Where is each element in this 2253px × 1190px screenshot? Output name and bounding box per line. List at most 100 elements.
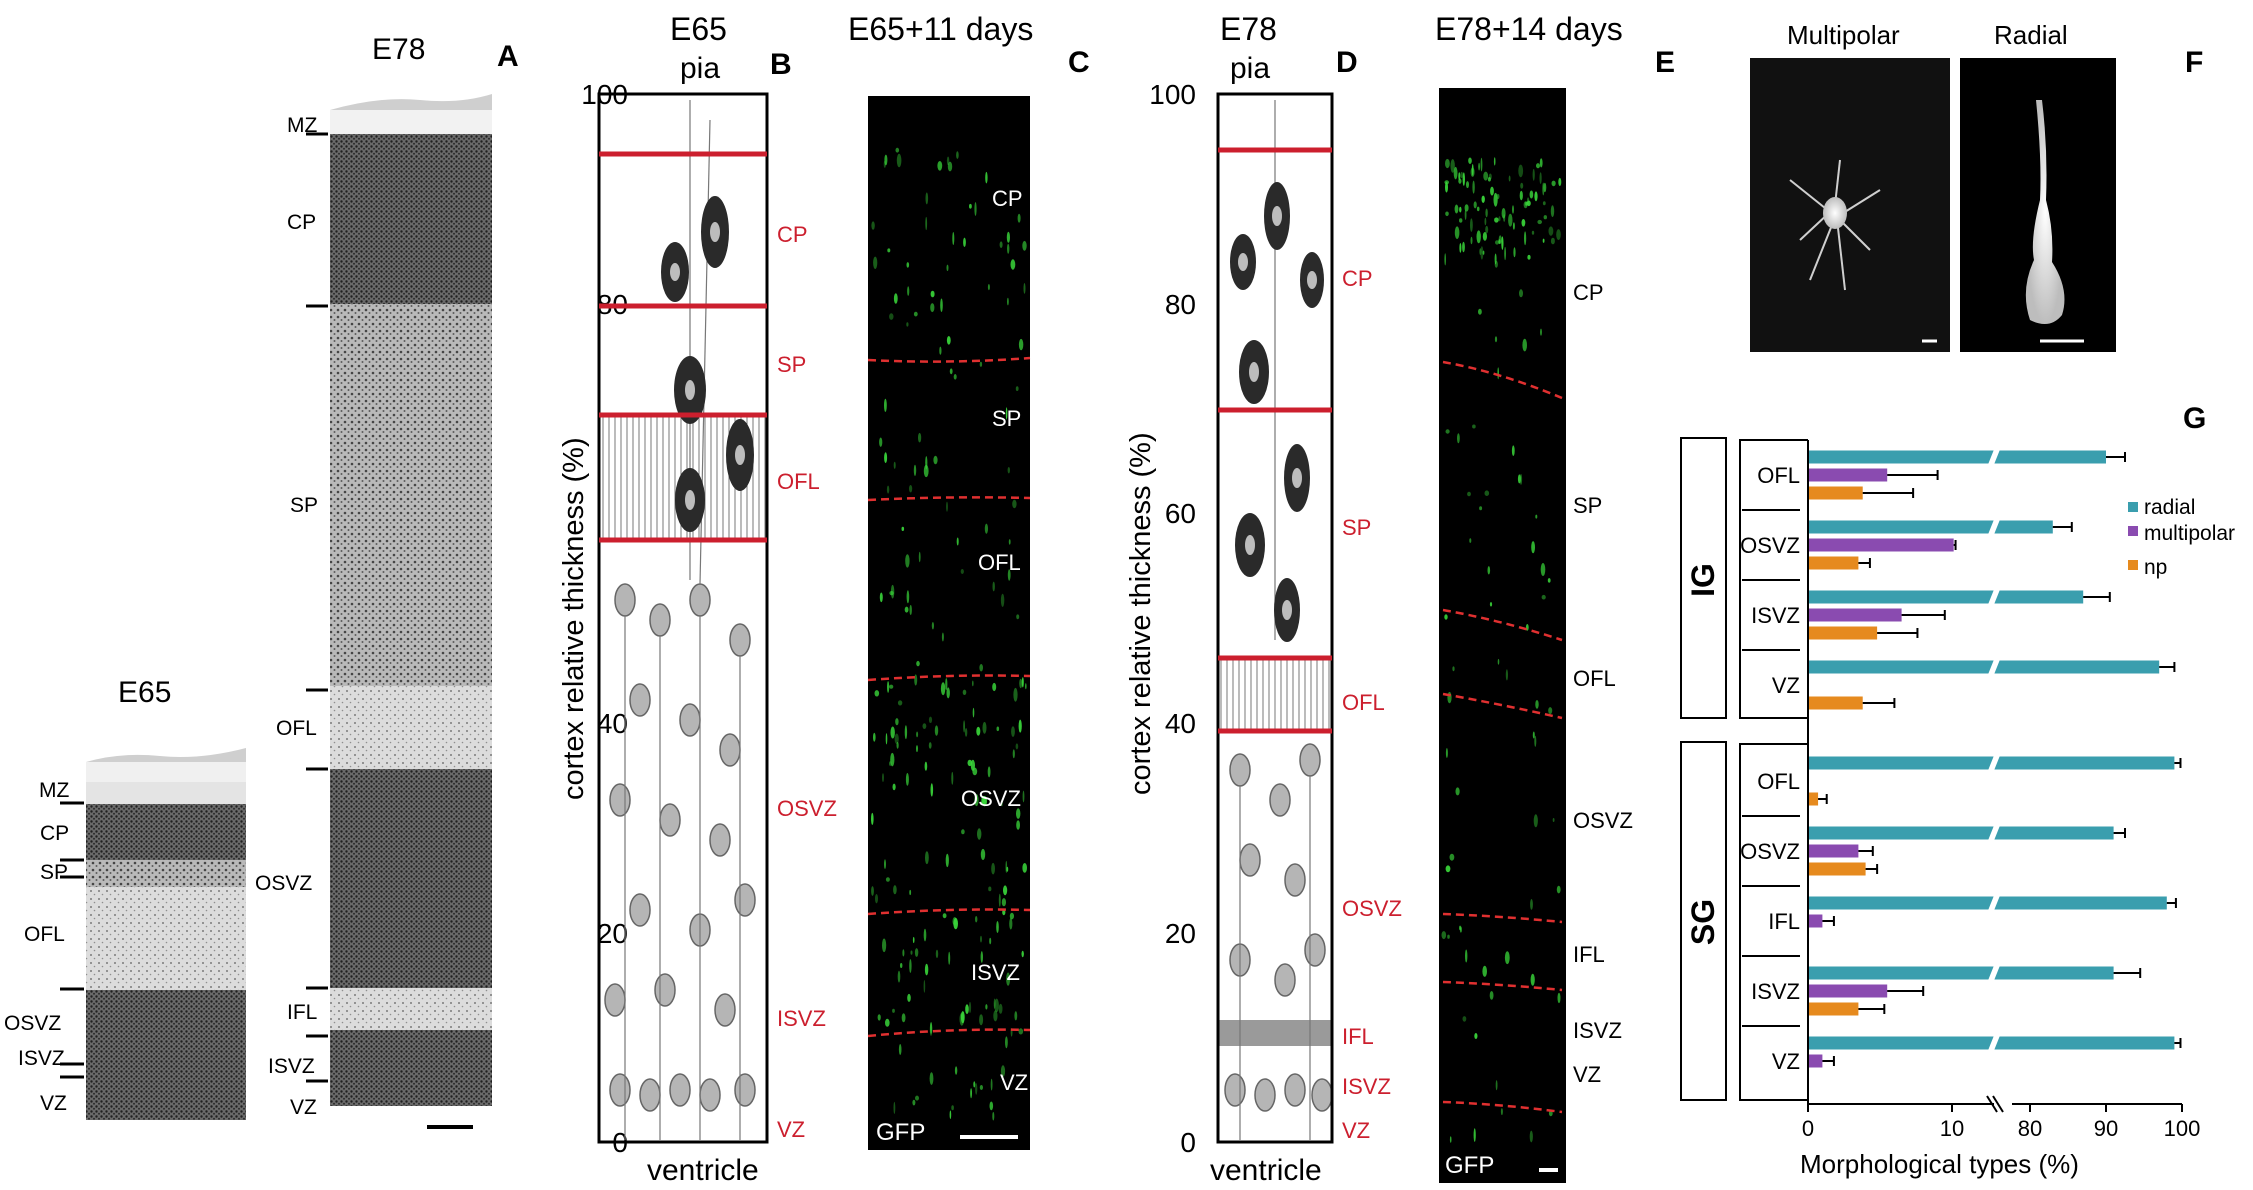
legend-label: multipolar	[2144, 522, 2235, 545]
gfp-cell	[964, 728, 968, 737]
gfp-cell	[1465, 949, 1468, 963]
gfp-cell	[1462, 241, 1465, 253]
bar-np	[1808, 862, 1866, 876]
e-layer-label: ISVZ	[1573, 1018, 1622, 1043]
gfp-cell	[923, 928, 927, 942]
gfp-cell	[992, 682, 997, 692]
gfp-cell	[969, 203, 972, 209]
gfp-cell	[923, 980, 926, 993]
gfp-cell	[1007, 243, 1010, 254]
bar-radial	[1808, 590, 2084, 604]
gfp-cell	[1489, 991, 1494, 1000]
panel-d-title: E78	[1220, 11, 1277, 47]
gfp-cell	[963, 237, 966, 247]
gfp-cell	[994, 998, 999, 1013]
gfp-cell	[973, 1081, 976, 1088]
gfp-cell	[984, 523, 989, 534]
gfp-cell	[980, 935, 982, 943]
panel-d-y-ticks: 0 20 40 60 80 100	[1149, 79, 1196, 1158]
c-layer-label: SP	[992, 406, 1021, 431]
gfp-cell	[1469, 538, 1472, 543]
gfp-cell	[882, 938, 887, 953]
x-tick-label: 80	[2018, 1116, 2042, 1141]
gfp-cell	[1016, 614, 1020, 620]
gfp-cell	[1557, 992, 1561, 1004]
gfp-cell	[954, 1066, 958, 1075]
gfp-cell	[1015, 386, 1019, 391]
x-tick-label: 90	[2094, 1116, 2118, 1141]
group-label-ig: IG	[1685, 563, 1721, 597]
e78-layer-label: IFL	[287, 1001, 317, 1024]
gfp-cell	[874, 690, 880, 697]
gfp-cell	[946, 501, 948, 512]
gfp-cell	[996, 726, 1000, 732]
panel-a: A E65 MZ CP SP OFL OSVZ ISVZ VZ	[4, 33, 519, 1129]
gfp-cell	[960, 569, 964, 574]
gfp-cell	[1459, 243, 1462, 253]
gfp-cell	[1480, 246, 1484, 260]
gfp-cell	[916, 660, 920, 667]
gfp-cell	[1512, 222, 1515, 230]
gfp-cell	[935, 949, 939, 959]
gfp-cell	[924, 761, 928, 771]
bar-multipolar	[1808, 844, 1859, 858]
gfp-cell	[879, 592, 883, 603]
panel-b: E65 pia B ventricle cortex relative thic…	[558, 11, 837, 1187]
gfp-cell	[963, 720, 965, 733]
gfp-cell	[1512, 205, 1514, 214]
gfp-cell	[1457, 433, 1460, 444]
bar-np	[1808, 556, 1859, 570]
gfp-cell	[913, 311, 918, 317]
gfp-cell	[1479, 506, 1483, 511]
gfp-cell	[930, 303, 935, 313]
gfp-cell	[1470, 236, 1473, 245]
d-layer-label: CP	[1342, 266, 1373, 291]
gfp-cell	[871, 221, 875, 230]
e78-layer-label: SP	[290, 494, 318, 517]
bar-axis-break	[1988, 1035, 2000, 1051]
gfp-cell	[1518, 164, 1524, 178]
g-row-label: OFL	[1757, 463, 1800, 488]
gfp-cell	[1473, 1128, 1476, 1142]
gfp-cell	[1011, 726, 1015, 737]
e-layer-label: VZ	[1573, 1062, 1601, 1087]
gfp-cell	[993, 998, 996, 1009]
bar-multipolar	[1808, 984, 1888, 998]
gfp-cell	[941, 632, 944, 642]
g-row-label: VZ	[1772, 1049, 1800, 1074]
gfp-cell	[1519, 190, 1523, 201]
gfp-cell	[1483, 171, 1489, 181]
gfp-cell	[942, 913, 947, 919]
gfp-cell	[1498, 235, 1502, 244]
panel-f-left-label: Multipolar	[1787, 20, 1900, 50]
gfp-cell	[1481, 195, 1485, 203]
gfp-cell	[913, 464, 917, 477]
e78-layer-label: ISVZ	[268, 1055, 315, 1078]
gfp-cell	[1548, 226, 1554, 236]
g-x-axis: 0 10 80 90 100 Morphological types (%)	[1800, 440, 2200, 1179]
gfp-cell	[1016, 808, 1021, 819]
gfp-cell	[1005, 860, 1008, 874]
gfp-cell	[896, 741, 899, 749]
gfp-cell	[916, 745, 918, 753]
gfp-cell	[1480, 157, 1483, 172]
g-row-label: ISVZ	[1751, 979, 1800, 1004]
gfp-cell	[998, 893, 1001, 907]
panel-e-layer-boundaries	[1442, 360, 1563, 1114]
gfp-cell	[1484, 217, 1487, 226]
bar-radial	[1808, 520, 2053, 534]
gfp-cell	[949, 1110, 952, 1119]
gfp-cell	[980, 951, 983, 963]
gfp-cell	[1459, 218, 1463, 223]
panel-e-layer-labels: CP SP OFL OSVZ IFL ISVZ VZ	[1573, 280, 1633, 1087]
bar-radial	[1808, 896, 2167, 910]
gfp-cell	[946, 336, 951, 345]
gfp-cell	[1447, 691, 1452, 704]
gfp-cell	[998, 1003, 1003, 1014]
gfp-cell	[1521, 219, 1526, 227]
gfp-cell	[1508, 175, 1511, 182]
panel-letter-b: B	[770, 48, 792, 81]
panel-b-pia-label: pia	[680, 52, 720, 85]
gfp-cell	[1454, 226, 1460, 239]
gfp-cell	[1472, 424, 1476, 429]
